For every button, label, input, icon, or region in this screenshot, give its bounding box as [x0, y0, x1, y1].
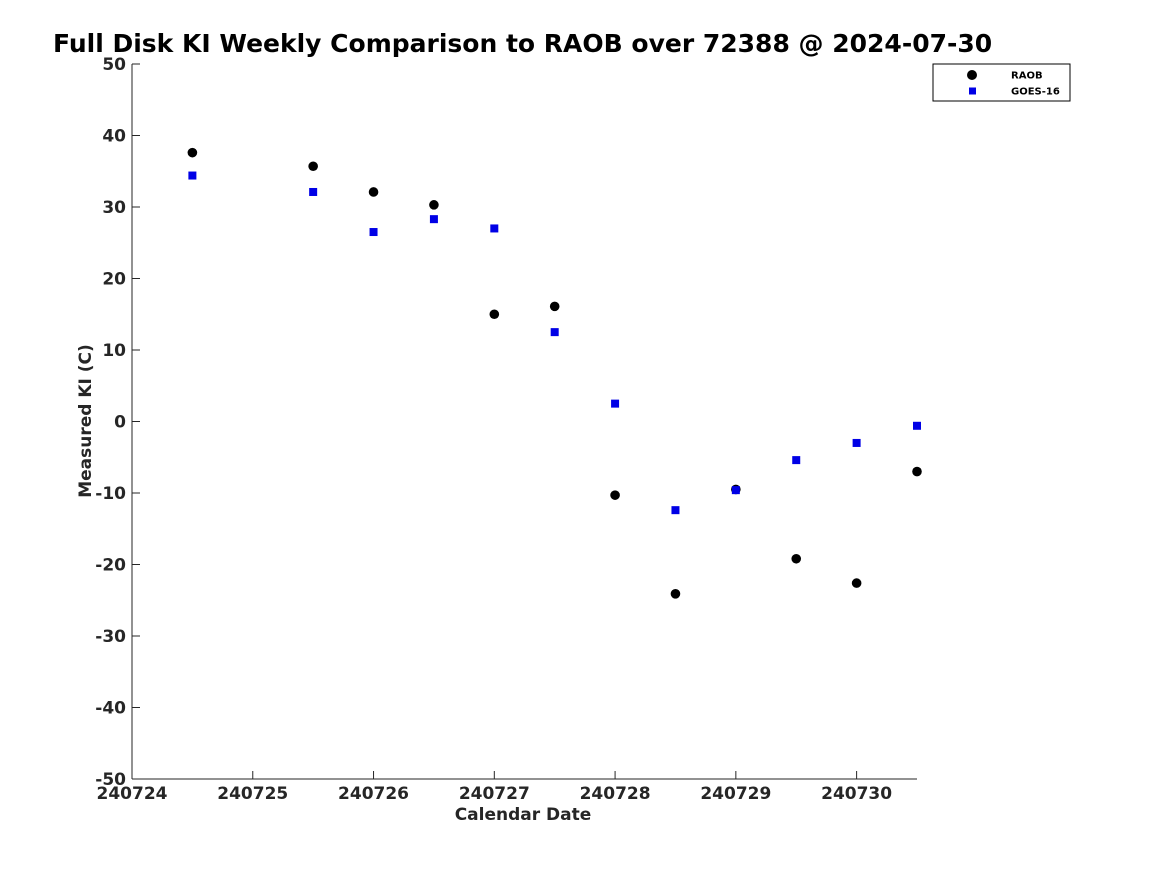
y-tick-label: 50: [102, 55, 126, 75]
y-tick-label: 30: [102, 198, 126, 218]
y-tick-label: 20: [102, 270, 126, 290]
goes16-point: [731, 486, 740, 495]
y-tick-label: -40: [95, 699, 126, 719]
goes16-point: [852, 438, 861, 447]
legend-goes16-marker: [969, 87, 976, 95]
y-tick-label: 10: [102, 341, 126, 361]
y-tick-label: -10: [95, 484, 126, 504]
goes16-point: [550, 328, 559, 337]
y-ticks: 50 40 30 20 10 0 -10 -20 -30 -40 -50: [95, 55, 140, 790]
legend-raob-marker: [967, 70, 977, 80]
goes16-point: [369, 228, 378, 237]
x-tick-label: 240729: [700, 784, 771, 804]
goes16-point: [429, 215, 438, 224]
x-tick-label: 240728: [580, 784, 651, 804]
raob-point: [308, 161, 318, 172]
raob-point: [489, 309, 500, 320]
y-tick-label: 40: [102, 127, 126, 147]
goes16-point: [309, 187, 318, 196]
legend-label: GOES-16: [1011, 87, 1060, 98]
legend-box: [932, 63, 1071, 102]
x-tick-label: 240725: [217, 784, 288, 804]
raob-point: [368, 187, 379, 197]
y-tick-label: -30: [95, 627, 126, 647]
raob-point: [912, 466, 922, 477]
goes16-point: [611, 399, 620, 408]
chart-title: Full Disk KI Weekly Comparison to RAOB o…: [53, 29, 992, 58]
raob-point: [549, 301, 560, 312]
goes16-point: [188, 171, 197, 180]
goes16-point: [490, 224, 499, 233]
data-marks: [187, 147, 922, 599]
y-axis-label: Measured KI (C): [76, 344, 96, 498]
x-tick-label: 240724: [97, 784, 168, 804]
y-tick-label: 0: [114, 413, 126, 433]
goes16-point: [913, 421, 921, 430]
legend: RAOB GOES-16: [932, 63, 1071, 102]
x-tick-label: 240727: [459, 784, 530, 804]
raob-point: [791, 553, 802, 564]
goes16-point: [671, 506, 680, 515]
x-axis-label: Calendar Date: [455, 805, 592, 825]
legend-label: RAOB: [1011, 71, 1043, 82]
goes16-point: [792, 456, 801, 465]
y-tick-label: -20: [95, 556, 126, 576]
x-tick-label: 240730: [821, 784, 892, 804]
raob-point: [610, 490, 620, 500]
raob-point: [187, 147, 198, 158]
raob-point: [429, 200, 439, 210]
x-ticks: 240724 240725 240726 240727 240728 240729 2407…: [97, 771, 892, 804]
x-tick-label: 240726: [338, 784, 409, 804]
legend-entries: RAOB GOES-16: [967, 70, 1060, 98]
y-tick-label: -50: [95, 770, 126, 790]
raob-point: [851, 578, 862, 588]
raob-point: [670, 589, 681, 599]
